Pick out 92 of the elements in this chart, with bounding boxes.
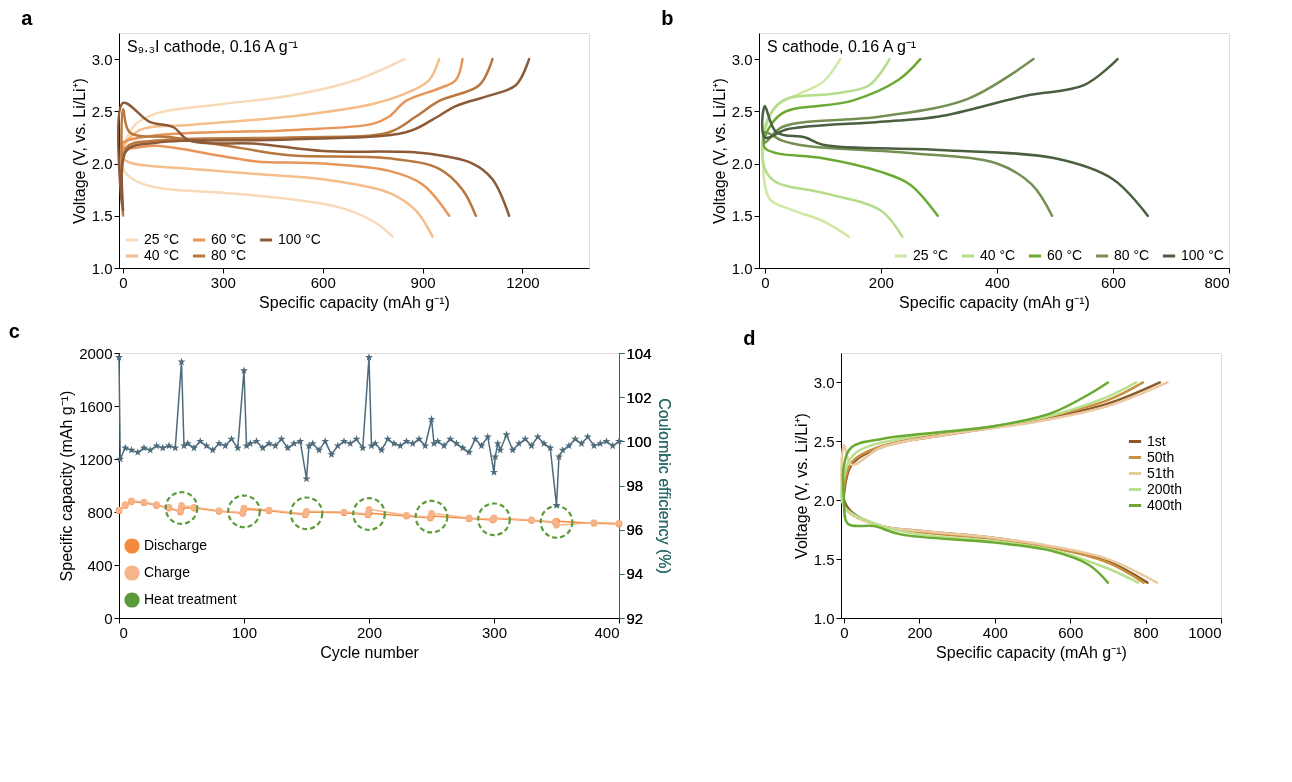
point [289,496,324,531]
y-tick-label: 1.0 [731,259,753,277]
legend-label: 80 °C [1114,247,1150,263]
legend-label: 60 °C [1047,247,1083,263]
y-tick-label: 1.5 [91,207,113,225]
x-tick-label: 100 [231,623,258,641]
point [414,499,449,534]
y-tick-label: 2.5 [91,102,113,120]
y-axis-title: Voltage (V, vs. Li/Li⁺) [710,78,728,224]
x-axis-title: Specific capacity (mAh g⁻¹) [899,293,1090,311]
x-tick-label: 1000 [1188,623,1222,641]
chart-title: d [743,327,756,349]
x-tick-label: 0 [840,623,849,641]
legend-label: 40 °C [980,247,1016,263]
y-tick-label: 2000 [79,344,113,362]
x-axis-title: Specific capacity (mAh g⁻¹) [259,293,450,311]
legend-label: 100 °C [278,231,321,247]
legend-label: 1st [1147,432,1166,449]
annotation: S cathode, 0.16 A g⁻¹ [767,38,917,55]
x-tick-label: 0 [119,273,128,291]
x-axis-title: Cycle number [320,643,420,661]
y2-tick-label: 102 [626,388,652,406]
y-tick-label: 1.0 [91,259,113,277]
line-series [762,57,939,218]
point [164,491,199,525]
annotation: S₉.₃I cathode, 0.16 A g⁻¹ [127,38,298,55]
y-tick-label: 2.5 [731,102,753,120]
point [365,506,373,513]
legend-label: Discharge [144,537,208,553]
legend-label: 200th [1147,480,1183,497]
y-tick-label: 2.0 [91,155,113,173]
point [539,505,574,539]
y-axis-title: Voltage (V, vs. Li/Li⁺) [70,78,88,224]
x-tick-label: 1200 [506,273,540,291]
x-tick-label: 200 [907,623,933,641]
y2-tick-label: 92 [626,609,644,627]
x-tick-label: 600 [1058,623,1084,641]
x-tick-label: 800 [1133,623,1159,641]
point [227,494,261,529]
legend-label: 40 °C [144,247,180,263]
y-tick-label: 0 [104,609,113,627]
y-tick-label: 1.5 [813,550,835,568]
x-tick-label: 900 [410,273,436,291]
x-axis-title: Specific capacity (mAh g⁻¹) [936,643,1127,661]
y2-tick-label: 100 [626,432,652,450]
x-tick-label: 600 [1100,273,1126,291]
x-tick-label: 600 [310,273,336,291]
legend-label: 80 °C [211,247,247,263]
x-tick-label: 300 [210,273,236,291]
y2-axis-title: Coulombic efficiency (%) [655,398,673,574]
x-tick-label: 0 [761,273,770,291]
y-tick-label: 3.0 [731,50,753,68]
y-axis-title: Specific capacity (mAh g⁻¹) [58,390,76,582]
y-tick-label: 3.0 [813,373,835,391]
point [352,497,386,531]
y-tick-label: 1600 [79,397,113,415]
x-tick-label: 800 [1204,273,1230,291]
legend-label: 100 °C [1181,247,1224,263]
legend-label: 50th [1147,448,1175,465]
y-tick-label: 2.0 [813,491,835,509]
x-tick-label: 300 [481,623,508,641]
chart-title: a [21,7,34,29]
legend-label: 51th [1147,464,1175,481]
y2-tick-label: 94 [626,565,644,583]
y-tick-label: 2.5 [813,432,835,450]
chart-title: b [661,7,674,29]
y2-tick-label: 98 [626,477,644,494]
y-tick-label: 400 [87,556,113,574]
legend-label: 400th [1147,496,1183,513]
y-axis-title: Voltage (V, vs. Li/Li⁺) [792,413,810,559]
y-tick-label: 3.0 [91,50,113,68]
legend-label: Heat treatment [144,591,237,607]
chart-title: c [8,320,20,342]
y-tick-label: 1.0 [813,609,835,627]
y-tick-label: 2.0 [731,155,753,173]
y-tick-label: 800 [87,503,113,521]
x-tick-label: 400 [984,273,1010,291]
y-tick-label: 1200 [79,450,113,468]
line-series [762,57,1054,218]
legend-label: Charge [144,564,191,580]
legend-label: 25 °C [913,247,949,263]
legend-label: 25 °C [144,231,180,247]
y2-tick-label: 96 [626,521,644,539]
x-tick-label: 200 [356,623,383,641]
x-tick-label: 0 [119,623,128,641]
y2-tick-label: 104 [626,344,652,362]
x-tick-label: 400 [982,623,1008,641]
legend-label: 60 °C [211,231,247,247]
x-tick-label: 200 [868,273,894,291]
point [477,502,511,537]
x-tick-label: 400 [594,623,620,641]
y-tick-label: 1.5 [731,207,753,225]
